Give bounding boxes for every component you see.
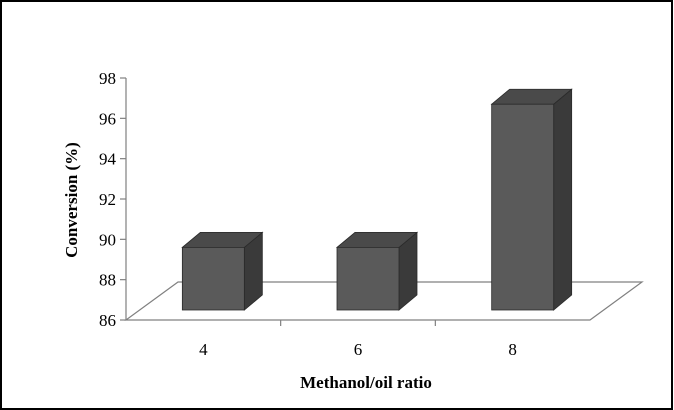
y-tick-label: 94 <box>99 150 117 169</box>
y-axis-title: Conversion (%) <box>62 142 81 258</box>
y-tick-label: 90 <box>99 230 116 249</box>
bar-front-face <box>181 246 245 311</box>
x-tick-label: 4 <box>199 340 208 359</box>
y-tick-label: 92 <box>99 190 116 209</box>
bar-8 <box>490 88 573 311</box>
bar-front-face <box>336 246 400 311</box>
y-tick-label: 86 <box>99 311 116 330</box>
bar-front-face <box>491 103 555 311</box>
y-tick-label: 98 <box>99 69 116 88</box>
bar-side-face <box>553 88 573 311</box>
x-tick-label: 8 <box>508 340 517 359</box>
bar-4 <box>181 231 264 311</box>
x-axis-title: Methanol/oil ratio <box>300 373 432 392</box>
x-tick-label: 6 <box>354 340 363 359</box>
y-tick-label: 96 <box>99 109 116 128</box>
bar-6 <box>335 231 419 311</box>
y-tick-label: 88 <box>99 271 116 290</box>
